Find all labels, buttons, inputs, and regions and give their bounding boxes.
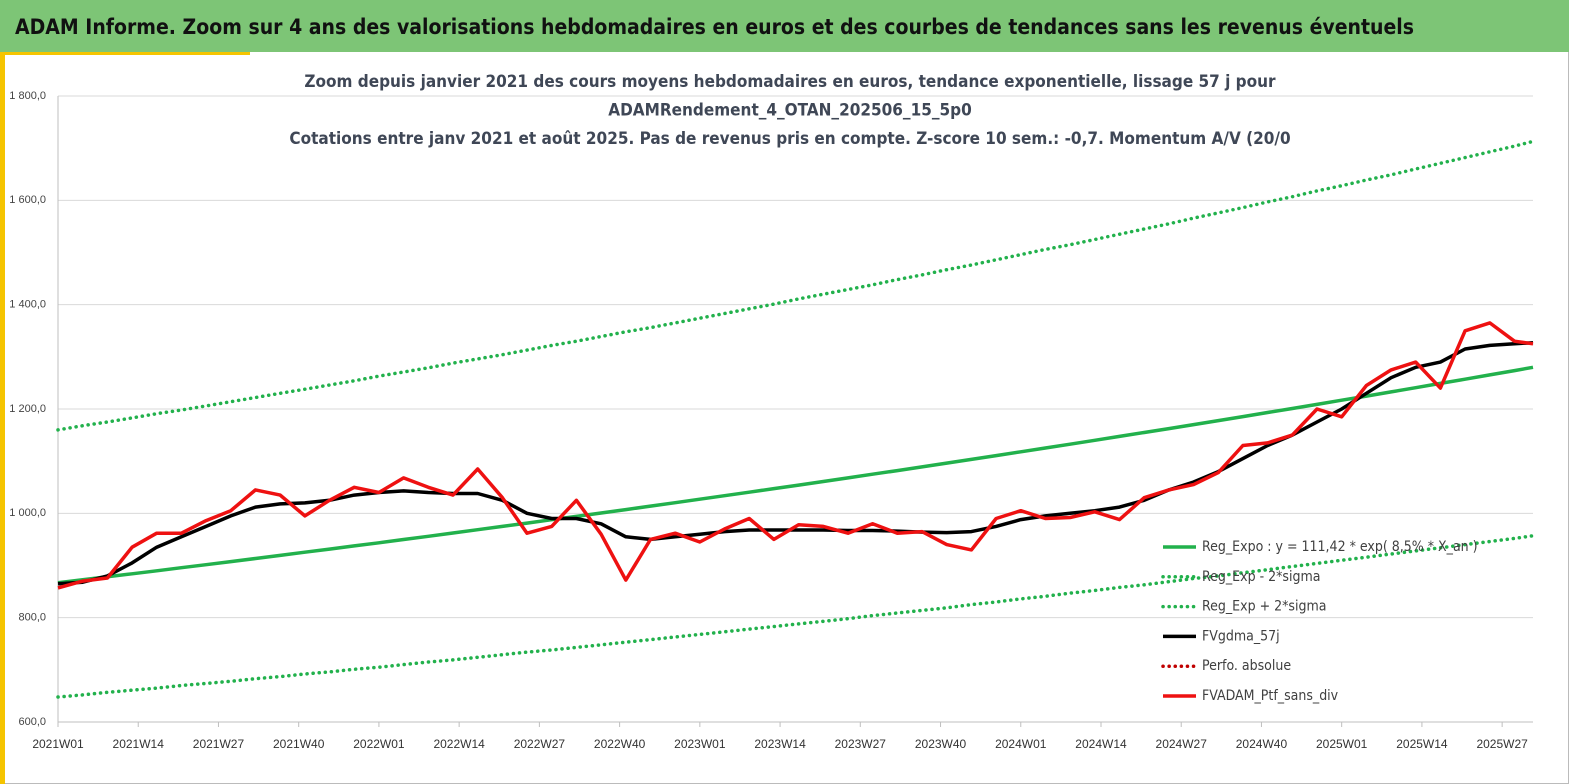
x-tick-label: 2022W14 (433, 737, 485, 751)
legend-label: FVgdma_57j (1202, 628, 1280, 644)
legend-label: Reg_Expo : y = 111,42 * exp( 8,5% * X_an… (1202, 539, 1478, 555)
legend-label: FVADAM_Ptf_sans_div (1202, 688, 1339, 704)
x-tick-label: 2024W01 (995, 737, 1047, 751)
x-tick-label: 2021W01 (32, 737, 84, 751)
chart-title: ADAMRendement_4_OTAN_202506_15_5p0 (608, 101, 971, 121)
series-line (57, 365, 1534, 585)
legend-label: Reg_Exp - 2*sigma (1202, 569, 1320, 585)
x-tick-label: 2021W14 (113, 737, 165, 751)
x-tick-label: 2022W40 (594, 737, 646, 751)
y-tick-label: 800,0 (18, 612, 46, 624)
series-line (57, 321, 1534, 590)
x-tick-label: 2021W27 (193, 737, 245, 751)
header-title: ADAM Informe. Zoom sur 4 ans des valoris… (15, 15, 1414, 39)
x-tick-label: 2024W14 (1075, 737, 1127, 751)
y-tick-label: 1 000,0 (9, 507, 46, 519)
x-tick-label: 2024W40 (1236, 737, 1288, 751)
y-tick-label: 1 600,0 (9, 194, 46, 206)
x-tick-label: 2023W40 (915, 737, 967, 751)
accent (0, 52, 5, 784)
x-tick-label: 2025W27 (1476, 737, 1528, 751)
x-tick-label: 2025W14 (1396, 737, 1448, 751)
x-tick-label: 2023W14 (754, 737, 806, 751)
x-tick-label: 2024W27 (1156, 737, 1208, 751)
y-tick-label: 1 200,0 (9, 403, 46, 415)
header-bar (0, 0, 1569, 52)
x-tick-label: 2023W27 (835, 737, 887, 751)
series-line (56, 139, 1535, 432)
y-tick-label: 600,0 (18, 716, 46, 728)
chart-title: Cotations entre janv 2021 et août 2025. … (289, 129, 1290, 149)
x-tick-label: 2022W01 (353, 737, 405, 751)
accent (0, 52, 250, 55)
x-tick-label: 2025W01 (1316, 737, 1368, 751)
x-tick-label: 2023W01 (674, 737, 726, 751)
legend-label: Perfo. absolue (1202, 658, 1291, 674)
chart-title: Zoom depuis janvier 2021 des cours moyen… (304, 72, 1276, 92)
y-tick-label: 1 800,0 (9, 90, 46, 102)
series-line (56, 534, 1535, 699)
x-tick-label: 2021W40 (273, 737, 325, 751)
y-tick-label: 1 400,0 (9, 299, 46, 311)
x-tick-label: 2022W27 (514, 737, 566, 751)
legend-label: Reg_Exp + 2*sigma (1202, 599, 1326, 615)
